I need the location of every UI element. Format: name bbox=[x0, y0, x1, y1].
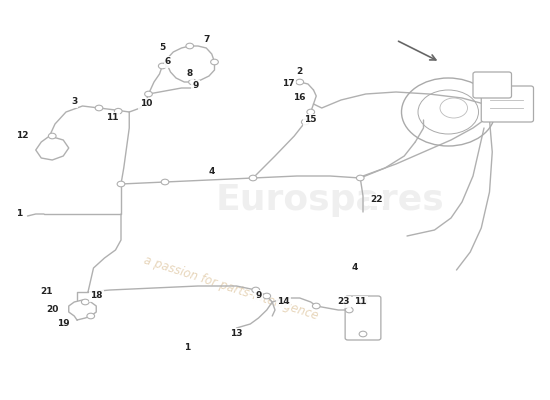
Circle shape bbox=[356, 175, 364, 181]
Circle shape bbox=[252, 287, 260, 293]
Circle shape bbox=[95, 105, 103, 111]
FancyBboxPatch shape bbox=[345, 296, 381, 340]
Text: 2: 2 bbox=[296, 68, 303, 76]
Circle shape bbox=[81, 299, 89, 305]
Circle shape bbox=[145, 91, 152, 97]
Text: 18: 18 bbox=[90, 292, 102, 300]
Circle shape bbox=[312, 303, 320, 309]
Text: 23: 23 bbox=[338, 298, 350, 306]
Text: Eurospares: Eurospares bbox=[216, 183, 444, 217]
Text: 17: 17 bbox=[283, 80, 295, 88]
Text: 6: 6 bbox=[164, 58, 171, 66]
Text: 3: 3 bbox=[71, 98, 78, 106]
Circle shape bbox=[345, 307, 353, 313]
Text: 1: 1 bbox=[16, 210, 23, 218]
Circle shape bbox=[359, 299, 367, 305]
Text: 22: 22 bbox=[371, 196, 383, 204]
Text: 9: 9 bbox=[255, 292, 262, 300]
Text: 1: 1 bbox=[184, 344, 190, 352]
Text: 11: 11 bbox=[107, 114, 119, 122]
Circle shape bbox=[158, 63, 166, 69]
Circle shape bbox=[211, 59, 218, 65]
Text: 12: 12 bbox=[16, 132, 28, 140]
Circle shape bbox=[359, 331, 367, 337]
Circle shape bbox=[263, 293, 271, 299]
Text: 11: 11 bbox=[354, 298, 366, 306]
Text: 14: 14 bbox=[277, 298, 289, 306]
Circle shape bbox=[48, 133, 56, 139]
Text: 9: 9 bbox=[192, 82, 199, 90]
Text: 8: 8 bbox=[186, 70, 193, 78]
Text: 20: 20 bbox=[46, 306, 58, 314]
Text: 15: 15 bbox=[305, 116, 317, 124]
Text: 7: 7 bbox=[203, 36, 210, 44]
Text: 10: 10 bbox=[140, 100, 152, 108]
Text: 4: 4 bbox=[351, 264, 358, 272]
Circle shape bbox=[249, 175, 257, 181]
Circle shape bbox=[117, 181, 125, 187]
Circle shape bbox=[301, 119, 309, 125]
Text: a passion for parts-intelligence: a passion for parts-intelligence bbox=[142, 254, 320, 322]
Text: 4: 4 bbox=[208, 168, 215, 176]
Circle shape bbox=[189, 79, 196, 85]
FancyBboxPatch shape bbox=[481, 86, 534, 122]
Circle shape bbox=[161, 179, 169, 185]
Text: 13: 13 bbox=[230, 330, 243, 338]
Circle shape bbox=[296, 79, 304, 85]
Circle shape bbox=[186, 43, 194, 49]
Text: 16: 16 bbox=[294, 94, 306, 102]
Circle shape bbox=[87, 313, 95, 319]
Text: 21: 21 bbox=[41, 288, 53, 296]
Circle shape bbox=[114, 108, 122, 114]
Text: 19: 19 bbox=[57, 320, 69, 328]
FancyBboxPatch shape bbox=[473, 72, 512, 98]
Circle shape bbox=[307, 109, 315, 115]
Text: 5: 5 bbox=[159, 44, 166, 52]
